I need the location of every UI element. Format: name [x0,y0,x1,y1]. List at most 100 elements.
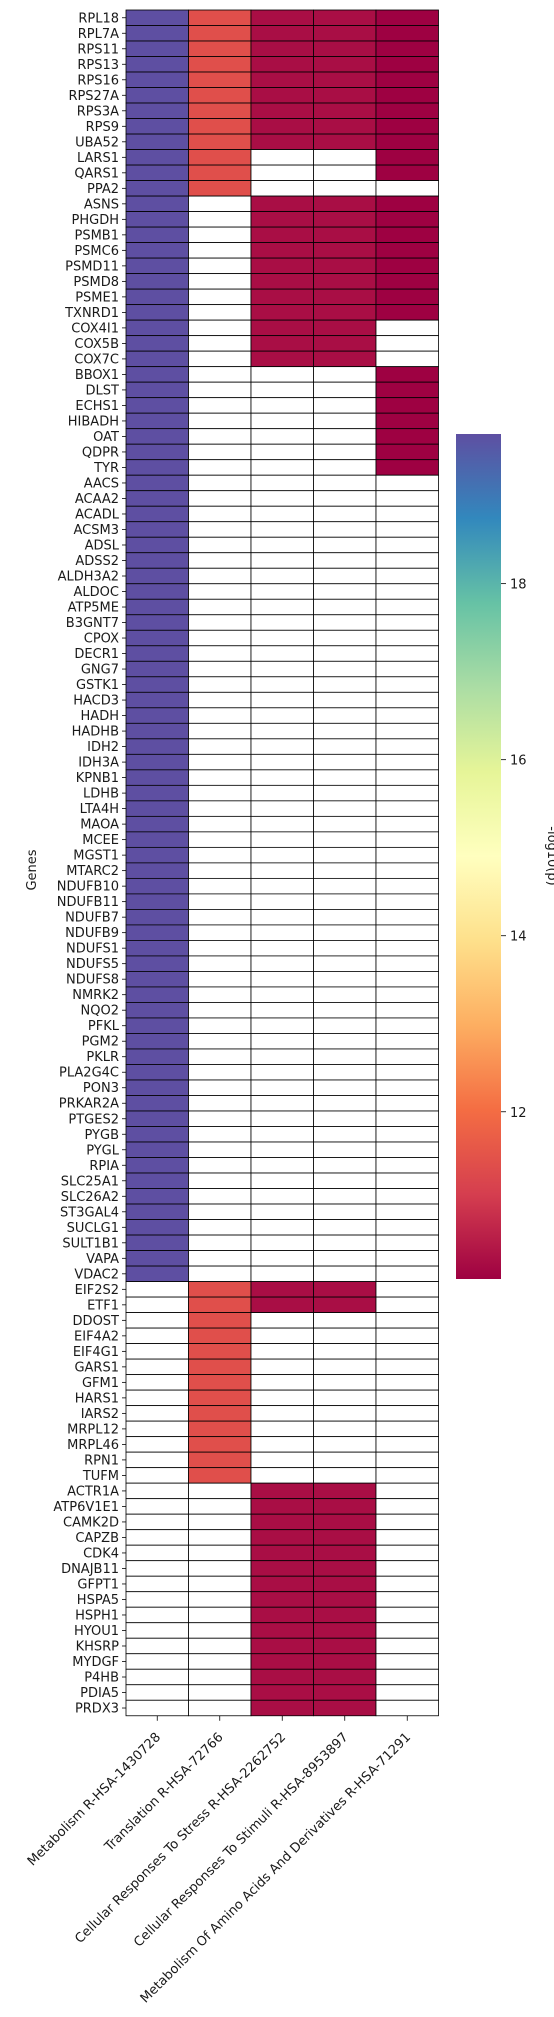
heatmap-cell [313,1343,377,1360]
heatmap-cell [188,133,252,150]
heatmap-cell [313,769,377,786]
heatmap-cell [125,1513,189,1531]
heatmap-cell [375,862,439,879]
gene-label: PDIA5 [80,1686,119,1701]
heatmap-cell [313,1482,377,1500]
heatmap-cell [250,707,314,724]
heatmap-cell [125,1002,189,1019]
heatmap-cell [250,226,314,244]
heatmap-cell [188,769,252,786]
heatmap-cell [375,1064,439,1081]
pathway-label: Cellular Responses To Stimuli R-HSA-8953… [131,1730,351,1950]
heatmap-cell [125,1684,189,1701]
gene-label: DECR1 [74,647,119,662]
heatmap-cell [188,1219,252,1236]
heatmap-cell [188,955,252,972]
heatmap-cell [188,1141,252,1158]
heatmap-cell [188,1498,252,1515]
heatmap-cell [313,133,377,150]
heatmap-cell [188,226,252,244]
heatmap-cell [313,40,377,57]
heatmap-cell [188,552,252,569]
heatmap-cell [125,1281,189,1298]
heatmap-cell [250,242,314,259]
heatmap-cell [125,1312,189,1329]
gene-label: TYR [93,461,119,476]
heatmap-cell [250,1095,314,1112]
heatmap-cell [313,1250,377,1267]
heatmap-cell [250,56,314,73]
gene-label: RPS11 [77,42,119,57]
heatmap-cells [125,9,439,1717]
heatmap-cell [250,738,314,755]
heatmap-cell [313,909,377,926]
heatmap-cell [250,753,314,771]
heatmap-cell [250,257,314,275]
heatmap-cell [375,893,439,910]
heatmap-cell [313,1188,377,1205]
heatmap-cell [188,614,252,631]
heatmap-cell [375,118,439,135]
gene-label: RPS13 [77,58,119,73]
heatmap-cell [250,1560,314,1577]
heatmap-cell [313,893,377,910]
heatmap-cell [313,350,377,368]
heatmap-cell [313,877,377,895]
heatmap-cell [313,288,377,306]
heatmap-cell [313,1405,377,1422]
heatmap-cell [375,1436,439,1453]
colorbar-ticks: 12 14 16 18 [501,578,527,1121]
gene-label: MRPL46 [67,1438,119,1453]
heatmap-cell [250,40,314,57]
heatmap-cell [375,1157,439,1174]
gene-label: P4HB [84,1671,119,1686]
heatmap-cell [313,180,377,197]
gene-label: NDUFB10 [57,880,119,895]
heatmap-cell [313,1575,377,1593]
colorbar-tick-label: 12 [510,1106,527,1121]
heatmap-cell [375,1560,439,1577]
heatmap-cell [188,149,252,166]
heatmap-cell [188,971,252,988]
heatmap-cell [125,474,189,492]
heatmap-cell [313,71,377,88]
heatmap-cell [188,1033,252,1050]
heatmap-cell [125,924,189,941]
heatmap-cell [125,940,189,957]
heatmap-cell [188,753,252,771]
heatmap-cell [375,412,439,430]
heatmap-cell [313,1002,377,1019]
heatmap-cell [375,490,439,507]
gene-labels: RPL18RPL7ARPS11RPS13RPS16RPS27ARPS3ARPS9… [53,11,126,1717]
heatmap-cell [125,1544,189,1562]
heatmap-cell [125,598,189,616]
heatmap-cell [313,257,377,275]
gene-label: NQO2 [81,1004,119,1019]
gene-label: ADSS2 [75,554,119,569]
heatmap-cell [375,505,439,523]
heatmap-cell [375,56,439,73]
gene-label: CDK4 [83,1546,119,1561]
heatmap-cell [125,660,189,678]
heatmap-cell [125,102,189,119]
heatmap-cell [375,1296,439,1313]
heatmap-cell [125,1529,189,1546]
heatmap-cell [313,1141,377,1158]
heatmap-cell [125,335,189,352]
gene-label: RPL7A [78,27,119,42]
heatmap-cell [313,459,377,476]
pathway-label: Translation R-HSA-72766 [101,1730,226,1855]
heatmap-cell [375,1048,439,1065]
heatmap-cell [375,350,439,368]
heatmap-cell [313,846,377,864]
gene-label: PSME1 [75,290,119,305]
heatmap-cell [375,1653,439,1670]
heatmap-cell [313,1560,377,1577]
heatmap-cell [250,1622,314,1639]
heatmap-cell [375,1312,439,1329]
heatmap-cell [250,1172,314,1189]
gene-label: UBA52 [75,135,119,150]
heatmap-cell [313,1064,377,1081]
heatmap-cell [250,319,314,337]
